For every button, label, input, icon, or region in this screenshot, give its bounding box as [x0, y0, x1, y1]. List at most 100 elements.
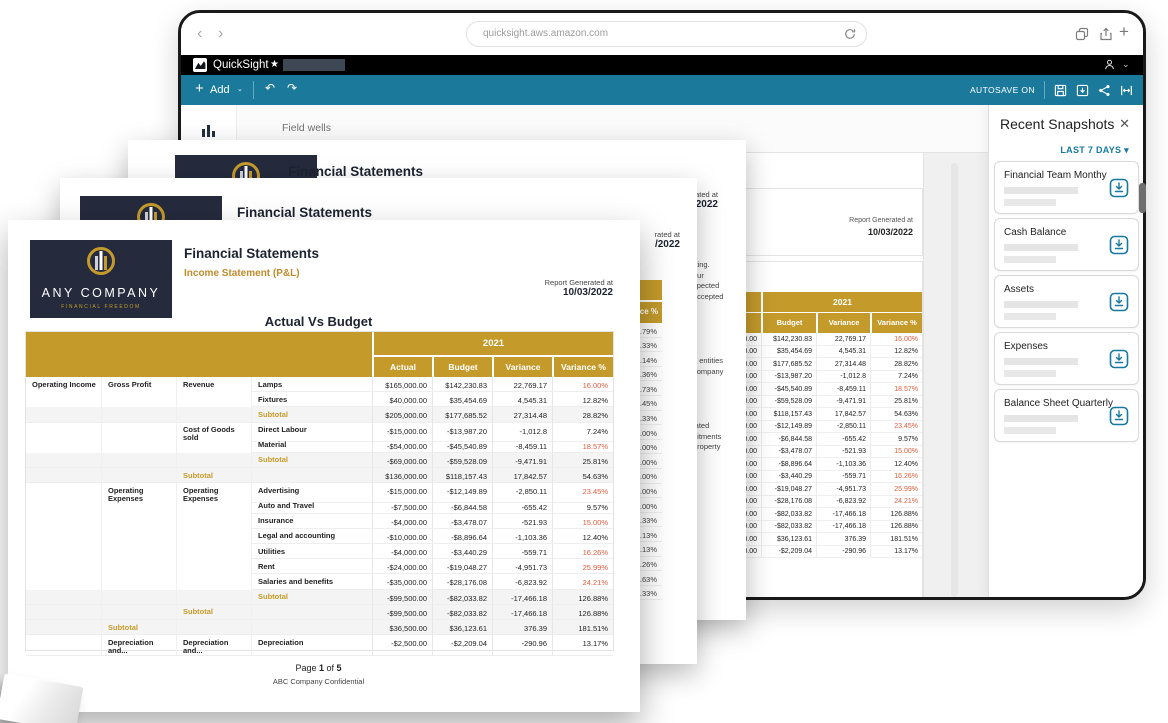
undo-icon[interactable]: ↶ [265, 81, 276, 95]
year-header: 2021 [761, 292, 922, 312]
toolbar-divider [253, 81, 254, 99]
snapshot-title: Expenses [1004, 341, 1048, 352]
canvas-scrollbar[interactable] [951, 163, 958, 597]
add-plus-icon[interactable]: + [195, 80, 204, 97]
autosave-toggle[interactable]: AUTOSAVE ON [969, 85, 1035, 95]
snapshot-download-icon[interactable] [1109, 349, 1129, 369]
table-row: Operating Expenses Operating Expenses Adve… [26, 483, 613, 503]
snapshot-card[interactable]: Cash Balance [994, 218, 1139, 271]
placeholder-bar [1004, 187, 1078, 194]
browser-back-icon[interactable]: ‹ [197, 25, 203, 42]
quicksight-logo-icon [193, 58, 207, 72]
panel-scrollbar-thumb[interactable] [1139, 183, 1146, 213]
bar-chart-visual-icon[interactable] [201, 123, 217, 139]
column-header: Budget [761, 312, 816, 333]
redo-icon[interactable]: ↷ [287, 81, 298, 95]
share-icon[interactable] [1098, 84, 1111, 97]
table-row: Subtotal $205,000.00 $177,685.52 27,314.48 2… [26, 407, 613, 423]
snapshot-download-icon[interactable] [1109, 406, 1129, 426]
table-row: Depreciation and... Depreciation and... De… [26, 635, 613, 656]
header-spacer [26, 332, 372, 377]
recent-snapshots-panel: Recent Snapshots ✕ LAST 7 DAYS ▾ Financi… [988, 105, 1143, 597]
user-icon[interactable] [1103, 58, 1116, 71]
generated-fragment: ated at /2022 [692, 190, 718, 210]
table-row: Cost of Goods sold Direct Labour -$15,000.… [26, 422, 613, 443]
notes-text-fragment: e entities company [693, 356, 724, 376]
browser-forward-icon[interactable]: › [218, 25, 224, 42]
generated-date: 10/03/2022 [562, 287, 613, 298]
page-number: Page 1 of 5 [295, 663, 342, 673]
table-row: Subtotal $136,000.00 $118,157.43 17,842.57 5… [26, 468, 613, 484]
column-header: Variance % [554, 357, 613, 377]
placeholder-bar [1004, 427, 1056, 434]
column-header: Variance [494, 357, 552, 377]
table-row: Fixtures $40,000.00 $35,454.69 4,545.31 12.8… [26, 392, 613, 408]
notes-text-fragment: rting.ourxpectedacceptedd [693, 260, 724, 311]
add-caret-icon[interactable]: ⌄ [237, 86, 243, 93]
generated-label: Report Generated at [544, 278, 613, 287]
panel-title: Recent Snapshots [1000, 116, 1115, 132]
user-menu-chevron-icon[interactable]: ⌄ [1122, 59, 1130, 69]
snapshot-card[interactable]: Financial Team Monthy [994, 161, 1139, 214]
duplicate-tab-icon[interactable] [1075, 27, 1089, 41]
table-row: Subtotal -$69,000.00 -$59,528.09 -9,471.91 2… [26, 452, 613, 469]
placeholder-bar [1004, 256, 1056, 263]
report-title: Financial Statements [184, 246, 320, 261]
placeholder-bar [1004, 244, 1078, 251]
fit-width-icon[interactable] [1120, 84, 1133, 97]
snapshot-download-icon[interactable] [1109, 292, 1129, 312]
browser-chrome: ‹ › quicksight.aws.amazon.com + [181, 13, 1143, 55]
report-subtitle: Income Statement (P&L) [184, 268, 300, 279]
edit-toolbar: + Add ⌄ ↶ ↷ AUTOSAVE ON [181, 75, 1143, 105]
placeholder-bar [1004, 415, 1078, 422]
new-tab-icon[interactable]: + [1119, 22, 1129, 41]
table-row: Legal and accounting -$10,000.00 -$8,896.6… [26, 528, 613, 545]
snapshot-download-icon[interactable] [1109, 178, 1129, 198]
close-icon[interactable]: ✕ [1119, 116, 1130, 131]
report-page-front: ANY COMPANY FINANCIAL FREEDOM Financial … [0, 220, 640, 723]
column-header: Budget [434, 357, 492, 377]
column-header: Actual [374, 357, 432, 377]
snapshot-card-list: Financial Team Monthy Cash Balance Assets E… [994, 161, 1139, 446]
table-row: Insurance -$4,000.00 -$3,478.07 -521.93 15.0… [26, 513, 613, 529]
analysis-name-placeholder [283, 59, 345, 71]
url-bar[interactable]: quicksight.aws.amazon.com [466, 21, 867, 47]
placeholder-bar [1004, 199, 1056, 206]
toolbar-divider [1044, 81, 1045, 99]
company-name: ANY COMPANY [41, 286, 161, 300]
generated-fragment: rated at /2022 [654, 230, 680, 250]
income-statement-table: 2021 Actual Budget Variance Variance % O… [25, 331, 614, 656]
add-button[interactable]: Add [210, 84, 230, 96]
share-upload-icon[interactable] [1099, 27, 1113, 41]
quicksight-app-bar: QuickSight ★ ⌄ [181, 55, 1143, 75]
snapshot-title: Assets [1004, 284, 1035, 295]
favorite-star-icon[interactable]: ★ [270, 59, 279, 70]
table-header: 2021 Actual Budget Variance Variance % [26, 332, 613, 377]
page-title: Financial Statements [288, 164, 424, 179]
notes-text-fragment: lated nitments property [693, 421, 722, 451]
column-header: Variance % [870, 312, 922, 333]
url-text: quicksight.aws.amazon.com [483, 28, 609, 39]
table-row: Rent -$24,000.00 -$19,048.27 -4,951.73 25.99… [26, 559, 613, 575]
placeholder-bar [1004, 313, 1056, 320]
placeholder-bar [1004, 301, 1078, 308]
snapshot-card[interactable]: Assets [994, 275, 1139, 328]
refresh-icon[interactable] [843, 27, 857, 41]
logo-ring-icon [82, 244, 120, 284]
snapshot-card[interactable]: Expenses [994, 332, 1139, 385]
table-title: Actual Vs Budget [264, 314, 373, 329]
save-icon[interactable] [1054, 84, 1067, 97]
table-row: Operating Income Gross Profit Revenue Lamps… [26, 377, 613, 393]
table-row: Subtotal $36,500.00 $36,123.61 376.39 181.51… [26, 620, 613, 636]
snapshot-download-icon[interactable] [1109, 235, 1129, 255]
snapshot-card[interactable]: Balance Sheet Quarterly [994, 389, 1139, 442]
placeholder-bar [1004, 370, 1056, 377]
year-header: 2021 [374, 332, 613, 355]
table-row: Subtotal -$99,500.00 -$82,033.82 -17,466.18… [26, 589, 613, 605]
company-logo: ANY COMPANY FINANCIAL FREEDOM [30, 240, 172, 318]
export-download-icon[interactable] [1076, 84, 1089, 97]
table-row: Salaries and benefits -$35,000.00 -$28,176… [26, 574, 613, 590]
date-range-filter[interactable]: LAST 7 DAYS ▾ [1060, 145, 1129, 155]
generated-label: Report Generated at [849, 217, 913, 224]
